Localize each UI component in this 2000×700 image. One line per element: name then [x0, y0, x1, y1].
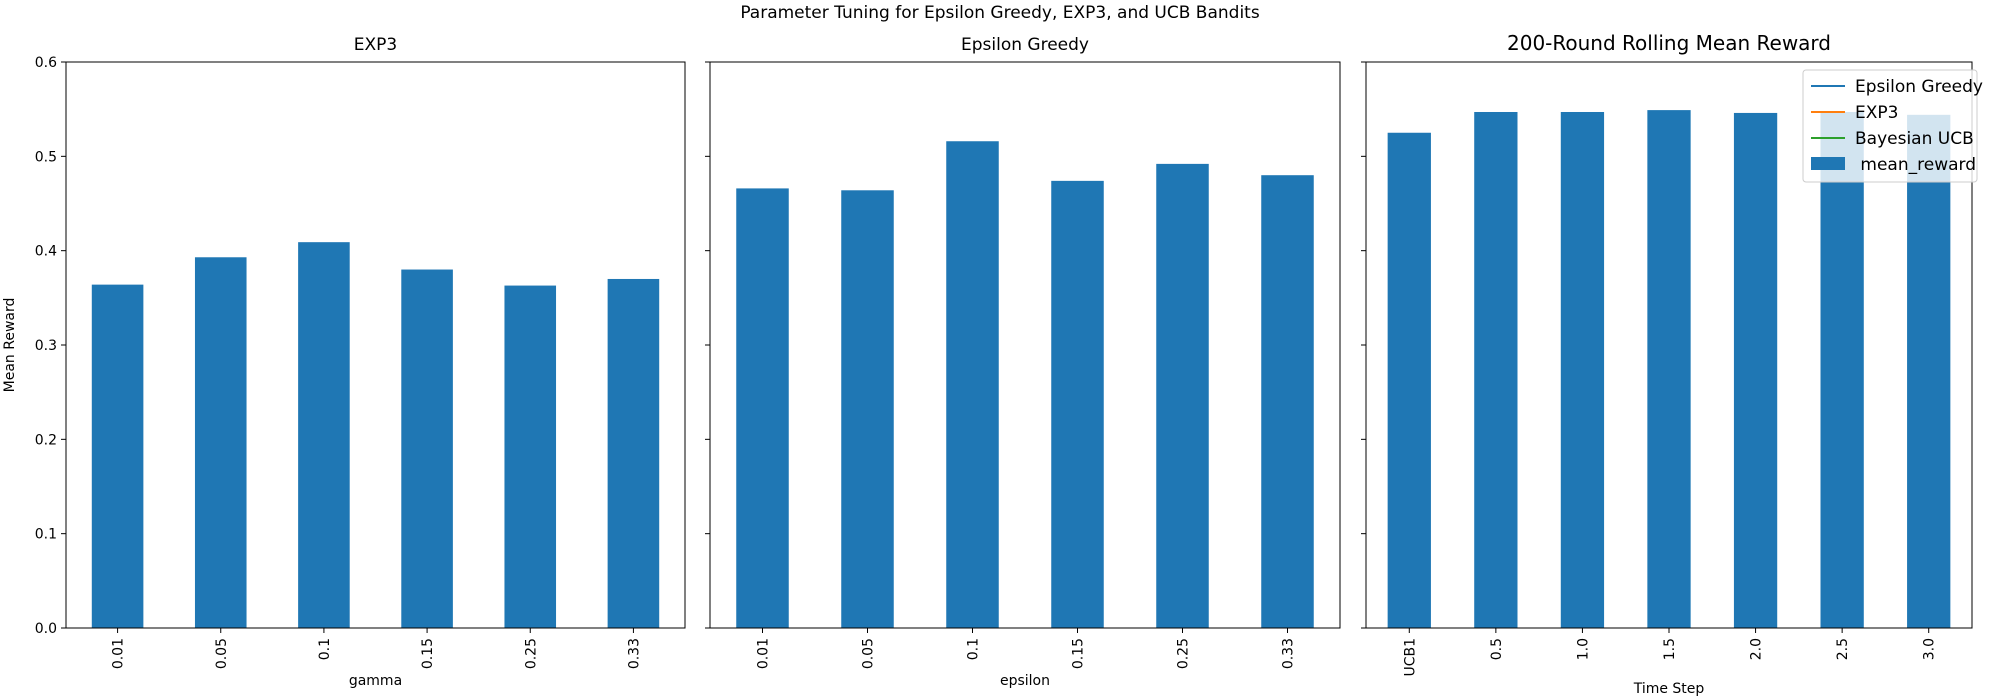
y-tick-label: 0.2 — [35, 432, 57, 448]
legend-entry-label: EXP3 — [1855, 103, 1898, 123]
y-axis-label: Mean Reward — [2, 298, 18, 393]
legend-box — [1802, 69, 1978, 183]
x-tick-label: 0.15 — [420, 638, 436, 669]
x-axis-label: gamma — [349, 673, 402, 689]
x-axis-label: Time Step — [1633, 681, 1705, 697]
subplot-1: EXP3 0.01 0.05 0.1 0.15 0.25 0.33 0.0 0.1 0.2 0.3 0… — [2, 35, 686, 689]
y-tick-label: 0.3 — [35, 338, 57, 354]
bar-0.01 — [91, 284, 144, 628]
x-tick-label: 3.0 — [1922, 638, 1938, 660]
y-tick-label: 0.4 — [35, 244, 57, 260]
subplot-2: Epsilon Greedy 0.01 0.05 0.1 0.15 0.25 0.33 eps… — [705, 35, 1341, 689]
x-tick-label: 0.5 — [1489, 638, 1505, 660]
bar-1.0 — [1560, 111, 1605, 629]
bar-0.01 — [736, 188, 789, 628]
x-tick-label: 2.5 — [1835, 638, 1851, 660]
x-tick-label: 0.05 — [861, 638, 877, 669]
subplot-3: 200-Round Rolling Mean Reward UCB1 0.5 1.0 1… — [1361, 31, 1983, 697]
x-axis-label: epsilon — [1000, 673, 1050, 689]
bar-0.05 — [841, 190, 894, 628]
bar-2.5 — [1820, 111, 1864, 629]
x-tick-label: 0.1 — [317, 638, 333, 660]
legend: Epsilon Greedy EXP3 Bayesian UCB mean_rewa… — [1802, 69, 1983, 183]
bar-0.1 — [946, 141, 999, 629]
x-tick-label: 0.33 — [626, 638, 642, 669]
bar-0.25 — [1156, 163, 1209, 628]
subplot-title: 200-Round Rolling Mean Reward — [1507, 31, 1831, 55]
bar-0.1 — [298, 242, 350, 628]
bar-0.25 — [504, 285, 557, 628]
bar-0.5 — [1474, 111, 1518, 629]
x-tick-label: 2.0 — [1749, 638, 1765, 660]
x-tick-label: 1.0 — [1575, 638, 1591, 660]
bar-3.0 — [1907, 114, 1951, 629]
y-tick-label: 0.1 — [35, 527, 57, 543]
y-tick-label: 0.0 — [35, 621, 57, 637]
x-tick-label: 0.01 — [111, 638, 127, 669]
bar-0.05 — [194, 257, 247, 628]
bar-UCB1 — [1387, 132, 1431, 628]
y-tick-label: 0.6 — [35, 55, 57, 71]
bar-0.15 — [1051, 180, 1104, 629]
x-tick-label: 0.15 — [1071, 638, 1087, 669]
x-tick-label: 0.25 — [1176, 638, 1192, 669]
figure-suptitle: Parameter Tuning for Epsilon Greedy, EXP… — [740, 3, 1260, 23]
legend-bar-swatch — [1811, 157, 1845, 170]
bar-1.5 — [1647, 110, 1691, 629]
subplot-title: EXP3 — [354, 35, 397, 55]
x-tick-label: 0.1 — [966, 638, 982, 660]
x-tick-label: 1.5 — [1662, 638, 1678, 660]
legend-entry-label: Bayesian UCB — [1855, 129, 1974, 149]
x-tick-label: 0.01 — [756, 638, 772, 669]
legend-entry-label: Epsilon Greedy — [1855, 77, 1983, 97]
subplots: EXP3 0.01 0.05 0.1 0.15 0.25 0.33 0.0 0.1 0.2 0.3 0… — [2, 31, 1983, 697]
x-tick-label: UCB1 — [1402, 638, 1418, 677]
bar-0.15 — [401, 269, 453, 628]
bar-0.33 — [607, 278, 660, 628]
bar-2.0 — [1733, 112, 1778, 628]
y-tick-label: 0.5 — [35, 149, 57, 165]
axes-frame — [1365, 61, 1973, 629]
x-tick-label: 0.25 — [523, 638, 539, 669]
subplot-title: Epsilon Greedy — [961, 35, 1089, 55]
bar-0.33 — [1261, 175, 1314, 628]
axes-frame — [709, 61, 1341, 629]
legend-entry-label: mean_reward — [1855, 155, 1976, 175]
axes-frame — [65, 61, 686, 629]
x-tick-label: 0.05 — [214, 638, 230, 669]
x-tick-label: 0.33 — [1281, 638, 1297, 669]
